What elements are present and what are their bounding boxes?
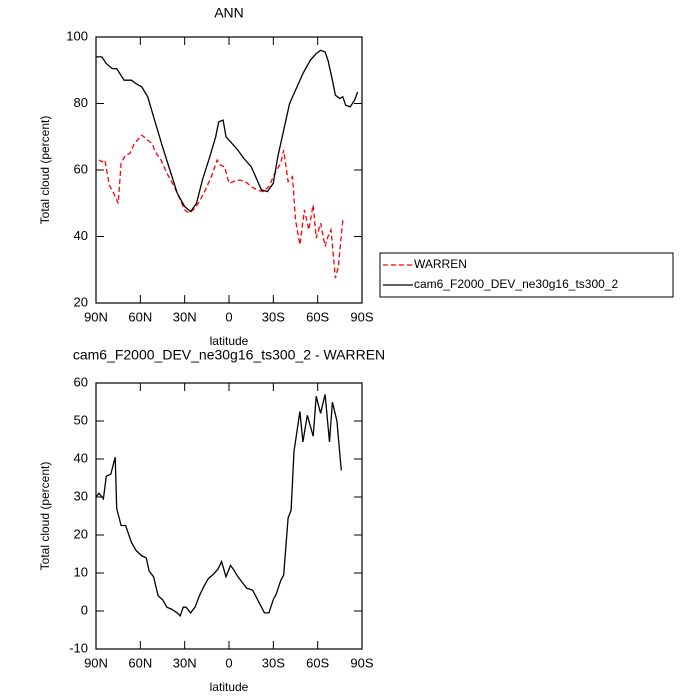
- data-line: [96, 49, 359, 213]
- x-tick-label: 60N: [128, 655, 152, 670]
- chart-title: ANN: [214, 5, 244, 21]
- x-tick-label: 60S: [306, 309, 329, 324]
- x-tick-label: 90S: [350, 655, 373, 670]
- x-tick-label: 90N: [84, 655, 108, 670]
- x-tick-label: 30N: [173, 309, 197, 324]
- plot-frame: [95, 382, 363, 650]
- y-tick-label: -10: [69, 640, 88, 655]
- x-tick-label: 90S: [350, 309, 373, 324]
- y-tick-label: 20: [74, 294, 88, 309]
- y-tick-label: 40: [74, 228, 88, 243]
- x-tick-label: 60N: [128, 309, 152, 324]
- x-tick-label: 30N: [173, 655, 197, 670]
- y-tick-label: 30: [74, 488, 88, 503]
- legend-label: WARREN: [414, 257, 467, 271]
- x-tick-label: 90N: [84, 309, 108, 324]
- x-tick-label: 0: [225, 655, 232, 670]
- plot-frame: [95, 36, 363, 304]
- y-axis-label: Total cloud (percent): [38, 462, 52, 571]
- x-tick-label: 60S: [306, 655, 329, 670]
- y-tick-label: 20: [74, 526, 88, 541]
- y-tick-label: 40: [74, 450, 88, 465]
- chart-title: cam6_F2000_DEV_ne30g16_ts300_2 - WARREN: [73, 347, 385, 363]
- y-tick-label: 80: [74, 95, 88, 110]
- legend-label: cam6_F2000_DEV_ne30g16_ts300_2: [414, 277, 618, 291]
- x-axis-label: latitude: [210, 680, 249, 694]
- y-tick-label: 0: [81, 602, 88, 617]
- y-tick-label: 50: [74, 412, 88, 427]
- y-tick-label: 10: [74, 564, 88, 579]
- y-tick-label: 60: [74, 161, 88, 176]
- x-tick-label: 30S: [262, 655, 285, 670]
- legend-box: [379, 252, 674, 298]
- data-line: [95, 394, 342, 618]
- x-tick-label: 30S: [262, 309, 285, 324]
- y-axis-label: Total cloud (percent): [38, 116, 52, 225]
- data-line: [98, 134, 344, 279]
- x-axis-label: latitude: [210, 334, 249, 348]
- y-tick-label: 60: [74, 374, 88, 389]
- x-tick-label: 0: [225, 309, 232, 324]
- y-tick-label: 100: [66, 28, 88, 43]
